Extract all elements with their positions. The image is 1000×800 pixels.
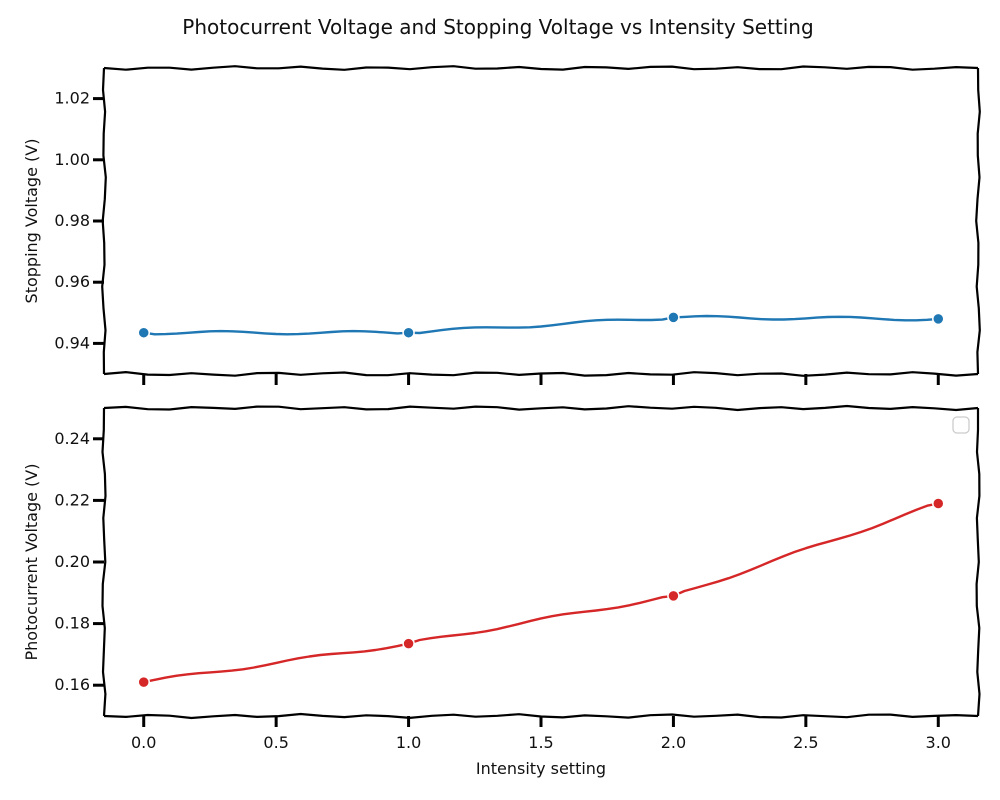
- x-tick-label: 1.5: [528, 733, 553, 752]
- top-y-tick-label: 0.98: [54, 211, 90, 230]
- bottom-data-point: [932, 497, 945, 510]
- bottom-data-point: [667, 589, 680, 603]
- x-tick-label: 3.0: [926, 733, 951, 752]
- x-tick-label: 1.0: [396, 733, 421, 752]
- top-data-point: [667, 311, 680, 324]
- top-data-point: [402, 326, 415, 339]
- bottom-series-line: [143, 502, 939, 684]
- chart-title: Photocurrent Voltage and Stopping Voltag…: [182, 15, 813, 39]
- bottom-y-tick-label: 0.22: [54, 490, 90, 509]
- x-tick-label: 2.0: [661, 733, 686, 752]
- top-data-point: [137, 326, 150, 339]
- top-y-tick-label: 0.96: [54, 272, 90, 291]
- top-y-tick-label: 1.00: [54, 150, 90, 169]
- top-plot-frame: [975, 67, 981, 375]
- top-plot-frame: [103, 370, 979, 377]
- bottom-data-point: [402, 637, 415, 650]
- bottom-y-axis-label: Photocurrent Voltage (V): [22, 464, 41, 661]
- top-series-line: [143, 314, 939, 336]
- bottom-y-tick-label: 0.20: [54, 552, 90, 571]
- bottom-y-tick-label: 0.16: [54, 675, 90, 694]
- x-tick-label: 2.5: [793, 733, 818, 752]
- top-y-axis-label: Stopping Voltage (V): [22, 139, 41, 304]
- bottom-y-tick-label: 0.18: [54, 614, 90, 633]
- bottom-y-tick-label: 0.24: [54, 429, 90, 448]
- bottom-plot-frame: [103, 404, 979, 412]
- top-y-tick-label: 1.02: [54, 89, 90, 108]
- top-y-tick-label: 0.94: [54, 333, 90, 352]
- top-data-point: [932, 312, 945, 326]
- empty-legend-box: [952, 416, 970, 434]
- x-tick-label: 0.5: [263, 733, 288, 752]
- top-plot-frame: [103, 65, 979, 71]
- x-axis-label: Intensity setting: [476, 759, 606, 778]
- bottom-plot-frame: [101, 407, 107, 717]
- bottom-data-point: [137, 675, 150, 689]
- x-tick-label: 0.0: [131, 733, 156, 752]
- bottom-plot-frame: [975, 408, 981, 717]
